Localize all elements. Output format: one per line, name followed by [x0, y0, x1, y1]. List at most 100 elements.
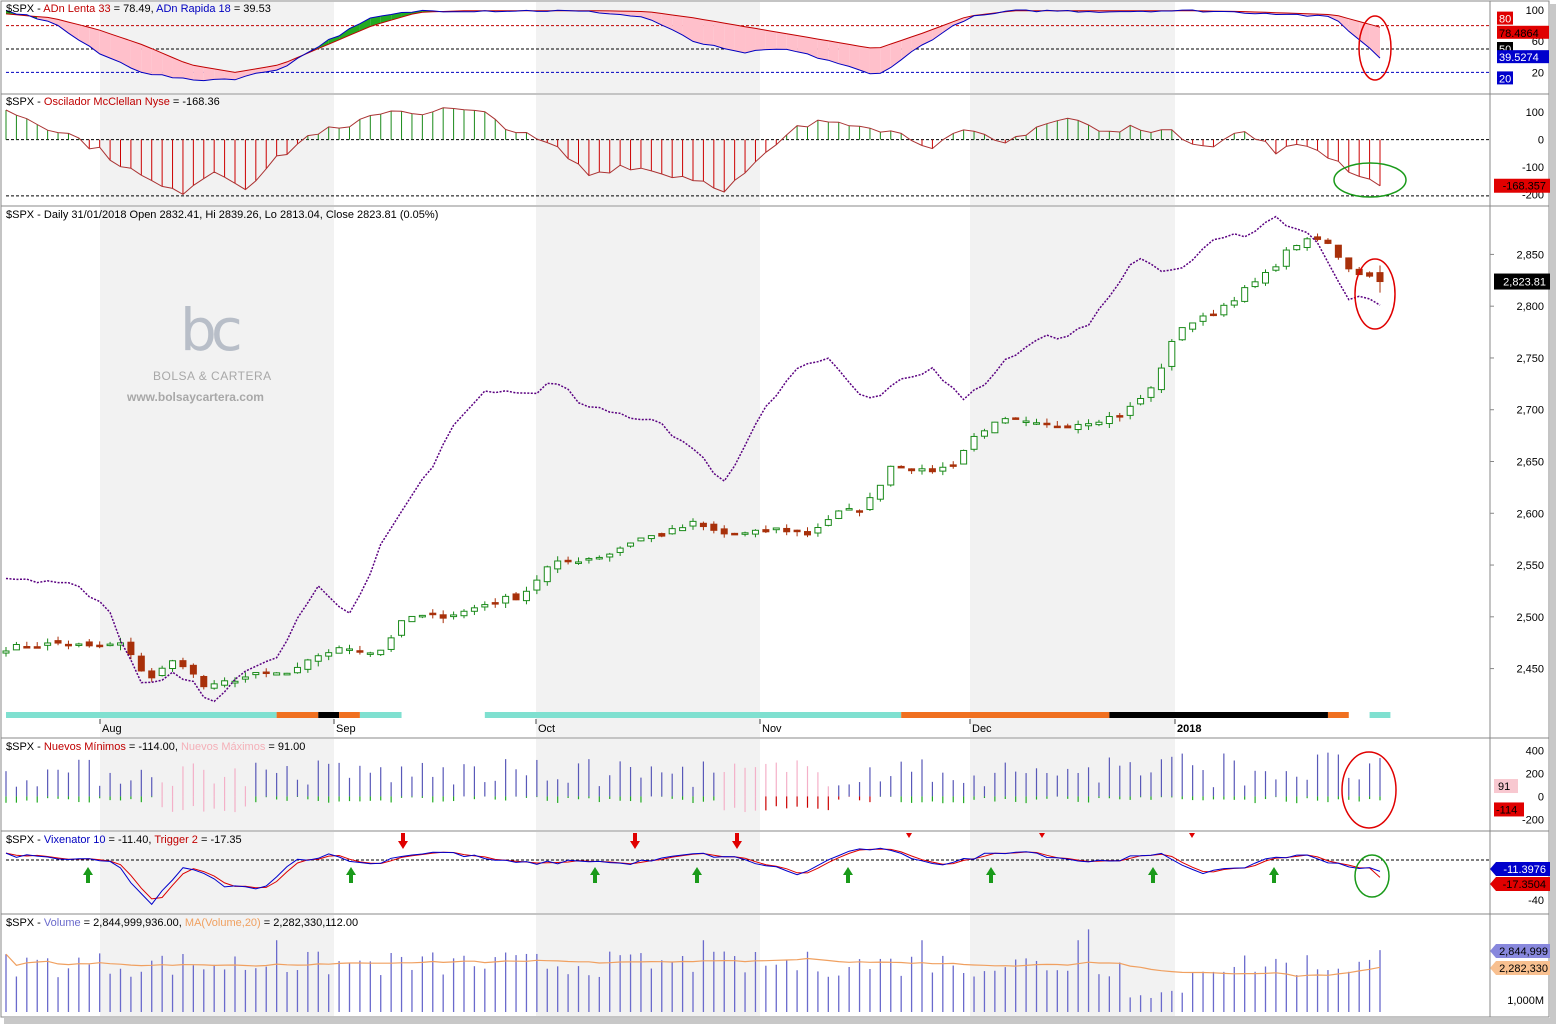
watermark-logo: bc — [180, 296, 243, 364]
candle-body — [387, 637, 395, 650]
candle-body — [221, 680, 229, 686]
candle-body — [1053, 425, 1061, 429]
adn-fill-segment — [58, 19, 69, 34]
adn-fill-segment — [724, 23, 735, 51]
candle-body — [1116, 415, 1124, 418]
candle-body — [1064, 425, 1072, 429]
adn-fill-segment — [224, 70, 235, 80]
price-axis-tick: 2,600 — [1516, 508, 1544, 520]
sell-marker-icon — [1189, 833, 1195, 838]
adn-fill-segment — [630, 11, 641, 17]
adn-value-badge-bg — [1497, 50, 1549, 64]
mc-axis-tick: 100 — [1526, 107, 1544, 119]
vixenator-title: $SPX - Vixenator 10 = -11.40, Trigger 2 … — [6, 834, 242, 846]
volume-badge-text: 2,844,999 — [1499, 946, 1548, 958]
candle-body — [325, 652, 333, 657]
candle-body — [887, 465, 895, 486]
buy-arrow-icon — [83, 867, 93, 883]
candle-body — [12, 644, 20, 651]
buy-arrow-icon — [692, 867, 702, 883]
buy-arrow-icon — [986, 867, 996, 883]
candle-body — [231, 680, 239, 684]
candle-body — [585, 558, 593, 561]
volume-ma-badge: 2,282,330 — [1490, 961, 1550, 975]
candle-body — [210, 683, 218, 689]
status-strip-segment — [1109, 712, 1328, 718]
candle-body — [918, 468, 926, 472]
adn-fill-segment — [110, 33, 121, 63]
month-shade — [536, 739, 760, 830]
candle-body — [689, 520, 697, 527]
candle-body — [252, 672, 260, 676]
candle-body — [627, 542, 635, 547]
adn-fill-segment — [182, 61, 194, 80]
price-highlight-circle — [1354, 258, 1396, 330]
sell-marker-icon — [906, 833, 912, 838]
candle-body — [44, 642, 52, 646]
mcclellan-title: $SPX - Oscilador McClellan Nyse = -168.3… — [6, 96, 220, 108]
candle-body — [106, 643, 114, 647]
candle-body — [606, 553, 614, 558]
candle-body — [1314, 236, 1322, 240]
vixenator-badge: -11.3976 — [1490, 862, 1550, 876]
adn-fill-segment — [380, 14, 392, 24]
candle-body — [1168, 340, 1176, 367]
sell-arrow-icon — [630, 833, 640, 849]
month-shade — [100, 95, 334, 205]
candle-body — [366, 652, 374, 655]
candle-body — [1074, 423, 1082, 431]
candle-body — [793, 529, 801, 533]
candle-body — [304, 659, 312, 670]
trigger-badge-text: -17.3504 — [1503, 879, 1546, 891]
candle-body — [241, 676, 249, 680]
candle-body — [783, 527, 791, 533]
last-price-badge: 2,823.81 — [1494, 273, 1550, 290]
buy-arrow-icon — [1148, 867, 1158, 883]
candle-body — [1001, 418, 1009, 424]
candle-body — [179, 660, 187, 668]
candle-body — [762, 529, 770, 533]
nl-axis-tick: 400 — [1526, 746, 1544, 758]
candle-body — [460, 610, 468, 617]
adn-fill-segment — [651, 12, 662, 26]
adn-fill-segment — [68, 22, 79, 41]
adn-fill-segment — [807, 37, 818, 59]
price-axis-tick: 2,550 — [1516, 560, 1544, 572]
volume-ma-badge-text: 2,282,330 — [1499, 963, 1548, 975]
candle-body — [939, 466, 947, 472]
adn-value-badge: 20 — [1497, 71, 1513, 85]
candle-body — [980, 430, 988, 437]
newlows-title: $SPX - Nuevos Mínimos = -114.00, Nuevos … — [6, 741, 306, 753]
status-strip-segment — [901, 712, 1110, 718]
candle-body — [1272, 266, 1280, 271]
candle-body — [137, 655, 145, 672]
mc-line — [5, 107, 1381, 196]
price-axis-tick: 2,850 — [1516, 249, 1544, 261]
candle-body — [1282, 249, 1290, 267]
volume-badge-bg — [1490, 944, 1550, 958]
price-axis-tick: 2,700 — [1516, 405, 1544, 417]
candle-body — [1251, 281, 1259, 288]
newlows-badge-text: -114 — [1496, 804, 1517, 816]
adn-fill-segment — [193, 65, 204, 81]
price-axis-tick: 2,750 — [1516, 353, 1544, 365]
mc-axis-tick: 0 — [1538, 135, 1544, 147]
buy-arrow-icon — [346, 867, 356, 883]
adn-fill-segment — [141, 44, 152, 75]
newhighs-badge: 91 — [1494, 779, 1518, 794]
candle-body — [481, 604, 489, 608]
adn-axis-tick: 20 — [1532, 67, 1544, 79]
candle-body — [502, 595, 510, 604]
adn-fill-segment — [245, 68, 256, 77]
adn-fill-segment — [276, 61, 288, 71]
candle-body — [554, 560, 562, 570]
month-label: Oct — [538, 723, 555, 735]
candle-body — [127, 641, 135, 656]
candle-body — [439, 614, 447, 619]
adn-fill-segment — [880, 44, 891, 74]
candle-body — [200, 675, 208, 688]
vixenator-line — [5, 847, 1381, 906]
nl-axis-tick: 200 — [1526, 769, 1544, 781]
